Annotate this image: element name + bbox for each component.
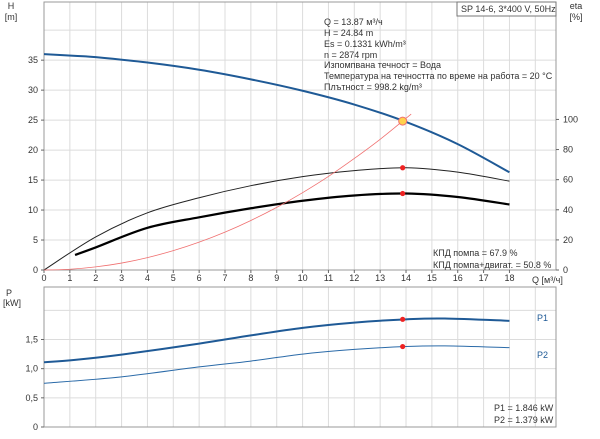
y-right-unit: [%] [569, 12, 582, 22]
info-block: Q = 13.87 м³/ч H = 24.84 m Es = 0.1331 k… [324, 17, 553, 92]
y-right-tick-label: 60 [563, 175, 573, 185]
x-tick-label: 11 [324, 273, 333, 283]
y-right-tick-label: 100 [563, 114, 578, 124]
y-right-tick-label: 0 [563, 265, 568, 275]
x-tick-label: 10 [298, 273, 308, 283]
y-left-tick-label: 20 [28, 145, 38, 155]
p2-legend: P2 [537, 350, 548, 360]
top-grid [44, 2, 556, 270]
p-tick-label: 1,0 [25, 364, 38, 374]
x-tick-label: 2 [93, 273, 98, 283]
info-h: H = 24.84 m [324, 28, 373, 38]
x-tick-label: 12 [349, 273, 359, 283]
x-tick-label: 14 [401, 273, 411, 283]
top-plot-frame [43, 1, 557, 271]
series-h [43, 53, 510, 174]
p-axis-unit: [kW] [3, 298, 21, 308]
y-right-tick-label: 80 [563, 145, 573, 155]
p1-legend: P1 [537, 313, 548, 323]
y-right-tick-label: 20 [563, 235, 573, 245]
p-tick-label: 1,5 [25, 335, 38, 345]
bottom-axis-ticks: 0 0,5 1,0 1,5 [25, 335, 44, 432]
operating-point-p2 [400, 343, 406, 350]
y-left-tick-label: 10 [28, 205, 38, 215]
x-tick-label: 3 [119, 273, 124, 283]
y-left-tick-label: 5 [33, 235, 38, 245]
operating-point-h [398, 116, 408, 126]
series-p2 [43, 345, 510, 384]
p-tick-label: 0 [33, 422, 38, 432]
bottom-grid [44, 287, 556, 427]
x-tick-label: 15 [427, 273, 437, 283]
top-series [43, 53, 510, 271]
x-tick-label: 5 [171, 273, 176, 283]
operating-point-eta-pump [400, 165, 406, 171]
y-right-tick-label: 40 [563, 205, 573, 215]
x-tick-label: 4 [145, 273, 150, 283]
x-tick-label: 8 [248, 273, 253, 283]
y-left-label: H [8, 1, 15, 11]
series-p1 [43, 317, 510, 364]
info-temp: Температура на течността по време на раб… [324, 71, 553, 81]
title-box [456, 1, 557, 17]
x-axis-label: Q [м³/ч] [532, 275, 563, 285]
p-tick-label: 0,5 [25, 393, 38, 403]
y-left-unit: [m] [5, 12, 18, 22]
x-tick-label: 13 [375, 273, 385, 283]
p-axis-label: P [6, 288, 12, 298]
info-density: Плътност = 998.2 kg/m³ [324, 82, 422, 92]
x-tick-label: 9 [274, 273, 279, 283]
y-left-tick-label: 35 [28, 55, 38, 65]
bottom-series [43, 316, 510, 384]
top-axis-ticks: 0 1 2 3 4 5 6 7 8 9 10 11 12 13 14 15 16 17 18051015202530… [28, 55, 578, 283]
series-system-curve [43, 113, 412, 271]
info-q: Q = 13.87 м³/ч [324, 17, 383, 27]
bottom-plot-frame [43, 286, 557, 428]
eff-total-label: КПД помпа+двигат. = 50.8 % [433, 260, 551, 270]
x-tick-label: 1 [67, 273, 72, 283]
x-tick-label: 17 [479, 273, 489, 283]
info-n: n = 2874 rpm [324, 50, 377, 60]
eff-pump-label: КПД помпа = 67.9 % [433, 248, 518, 258]
operating-point-eta-total [400, 190, 406, 197]
series-eta-pump-motor [74, 192, 510, 256]
operating-point-p1 [400, 316, 406, 322]
x-tick-label: 7 [223, 273, 228, 283]
series-eta-pump [43, 167, 510, 271]
x-tick-label: 16 [453, 273, 463, 283]
info-liquid: Изпомпвана течност = Вода [324, 60, 441, 70]
y-right-label: eta [570, 1, 583, 11]
p2-value: P2 = 1.379 kW [494, 415, 554, 425]
chart-title: SP 14-6, 3*400 V, 50Hz [461, 4, 556, 14]
y-left-tick-label: 0 [33, 265, 38, 275]
x-tick-label: 6 [197, 273, 202, 283]
y-left-tick-label: 30 [28, 85, 38, 95]
p1-value: P1 = 1.846 kW [494, 403, 554, 413]
x-tick-label: 0 [41, 273, 46, 283]
y-left-tick-label: 15 [28, 175, 38, 185]
info-es: Es = 0.1331 kWh/m³ [324, 39, 406, 49]
x-tick-label: 18 [504, 273, 514, 283]
y-left-tick-label: 25 [28, 115, 38, 125]
